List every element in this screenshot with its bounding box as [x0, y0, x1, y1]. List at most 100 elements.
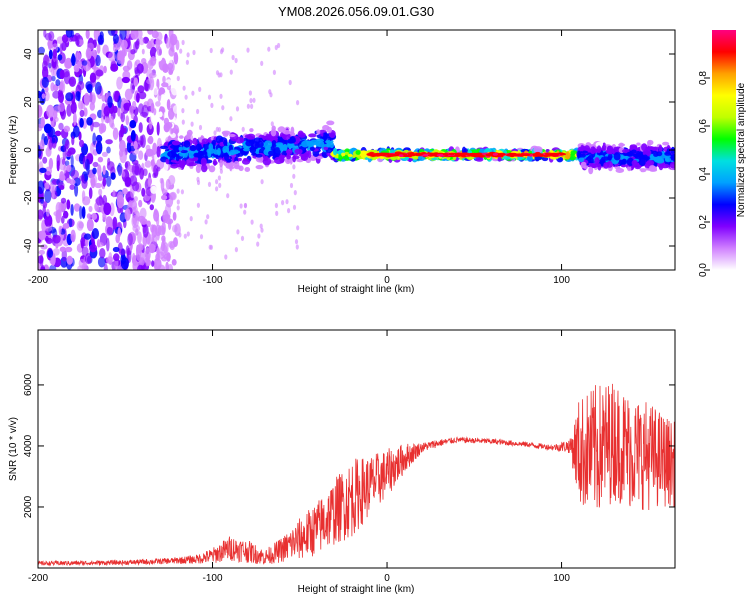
spectrogram-cell [172, 224, 178, 233]
spectrogram-cell [473, 154, 479, 158]
spectrogram-x-label: Height of straight line (km) [298, 284, 415, 295]
spectrogram-cell [152, 85, 159, 96]
spectrogram-cell [129, 105, 134, 116]
spectrogram-cell [48, 157, 54, 170]
spectrogram-cell [204, 219, 208, 225]
spectrogram-cell [521, 153, 531, 157]
spectrogram-cell [44, 235, 49, 242]
spectrogram-cell [78, 258, 86, 269]
spectrogram-cell [613, 152, 621, 161]
spectrogram-cell [166, 252, 171, 262]
spectrogram-cell [128, 200, 133, 207]
spectrogram-cell [81, 60, 88, 66]
spectrogram-cell [172, 211, 177, 221]
x-tick-label: -100 [203, 573, 223, 584]
spectrogram-cell [308, 133, 317, 138]
spectrogram-cell [293, 190, 297, 196]
spectrogram-cell [140, 111, 148, 117]
spectrogram-cell [211, 139, 217, 145]
spectrogram-cell [201, 138, 209, 145]
spectrogram-cell [97, 256, 106, 268]
spectrogram-cell [221, 105, 225, 111]
spectrogram-cell [107, 30, 116, 36]
spectrogram-cell [117, 162, 123, 177]
spectrogram-cell [173, 52, 179, 65]
spectrogram-cell [86, 218, 94, 232]
spectrogram-cell [138, 199, 143, 208]
spectrogram-cell [193, 152, 200, 158]
spectrogram-cell [282, 129, 291, 135]
spectrogram-cell [66, 199, 71, 210]
spectrogram-cell [235, 106, 240, 112]
spectrogram-cell [167, 150, 176, 158]
colorbar-tick-label: 0.4 [698, 167, 709, 181]
x-tick-label: 100 [553, 275, 570, 286]
snr-frame [37, 329, 676, 569]
spectrogram-cell [196, 176, 200, 182]
spectrogram-cell [38, 209, 44, 220]
spectrogram-cell [139, 135, 144, 146]
spectrogram-cell [40, 196, 45, 204]
spectrogram-cell [137, 85, 145, 94]
spectrogram-cell [45, 225, 53, 232]
spectrogram-cell [658, 144, 663, 153]
spectrogram-cell [43, 123, 52, 134]
spectrogram-cell [180, 189, 184, 195]
spectrogram-cell [59, 174, 66, 182]
spectrogram-cell [132, 252, 136, 263]
spectrogram-cell [61, 158, 66, 165]
snr-series-line [38, 383, 675, 567]
spectrogram-cell [138, 122, 143, 133]
spectrogram-cell [588, 166, 594, 175]
spectrogram-cell [126, 60, 133, 70]
spectrogram-cell [146, 220, 151, 228]
spectrogram-cell [191, 90, 195, 96]
x-tick-label: 0 [384, 573, 390, 584]
spectrogram-cell [159, 145, 169, 150]
spectrogram-cell [110, 63, 119, 72]
spectrogram-cell [150, 112, 159, 124]
spectrogram-cell [147, 30, 154, 35]
spectrogram-cell [181, 39, 185, 46]
spectrogram-cell [84, 158, 90, 171]
spectrogram-cell [244, 167, 251, 172]
spectrogram-cell [315, 155, 324, 160]
y-tick-label: 0 [23, 147, 34, 153]
spectrogram-cell [179, 160, 186, 169]
spectrogram-cell [110, 172, 116, 180]
spectrogram-cell [117, 227, 121, 238]
spectrogram-cell [198, 151, 204, 156]
spectrogram-cell [155, 101, 161, 107]
spectrogram-cell [286, 153, 291, 160]
spectrogram-cell [153, 208, 158, 215]
spectrogram-cell [270, 128, 277, 137]
spectrogram-cell [38, 230, 47, 241]
spectrogram-cell [156, 121, 160, 136]
spectrogram-cell [70, 54, 76, 67]
spectrogram-cell [149, 46, 158, 59]
spectrogram-cell [95, 134, 103, 143]
spectrogram-cell [260, 179, 264, 185]
spectrogram-cell [201, 164, 208, 173]
spectrogram-cell [63, 164, 67, 174]
spectrogram-cell [76, 220, 84, 231]
spectrogram-cell [158, 111, 163, 118]
spectrogram-cell [73, 64, 80, 73]
spectrogram-cell [102, 177, 107, 187]
spectrogram-cell [157, 89, 162, 102]
spectrogram-cell [48, 139, 53, 150]
spectrogram-cell [315, 138, 324, 143]
spectrogram-cell [176, 205, 180, 211]
spectrogram-cell [153, 234, 158, 248]
spectrogram-cell [147, 234, 155, 247]
spectrogram-cell [57, 181, 65, 189]
spectrogram-cell [631, 159, 638, 166]
spectrogram-cell [122, 188, 128, 195]
spectrogram-x-ticks: -200 -100 0 100 [28, 30, 570, 286]
spectrogram-cell [165, 178, 171, 190]
spectrogram-cell [267, 46, 271, 52]
snr-y-ticks: 2000 4000 6000 [23, 373, 675, 518]
spectrogram-cell [279, 143, 284, 152]
spectrogram-cell [206, 148, 216, 154]
spectrogram-cell [108, 252, 113, 264]
